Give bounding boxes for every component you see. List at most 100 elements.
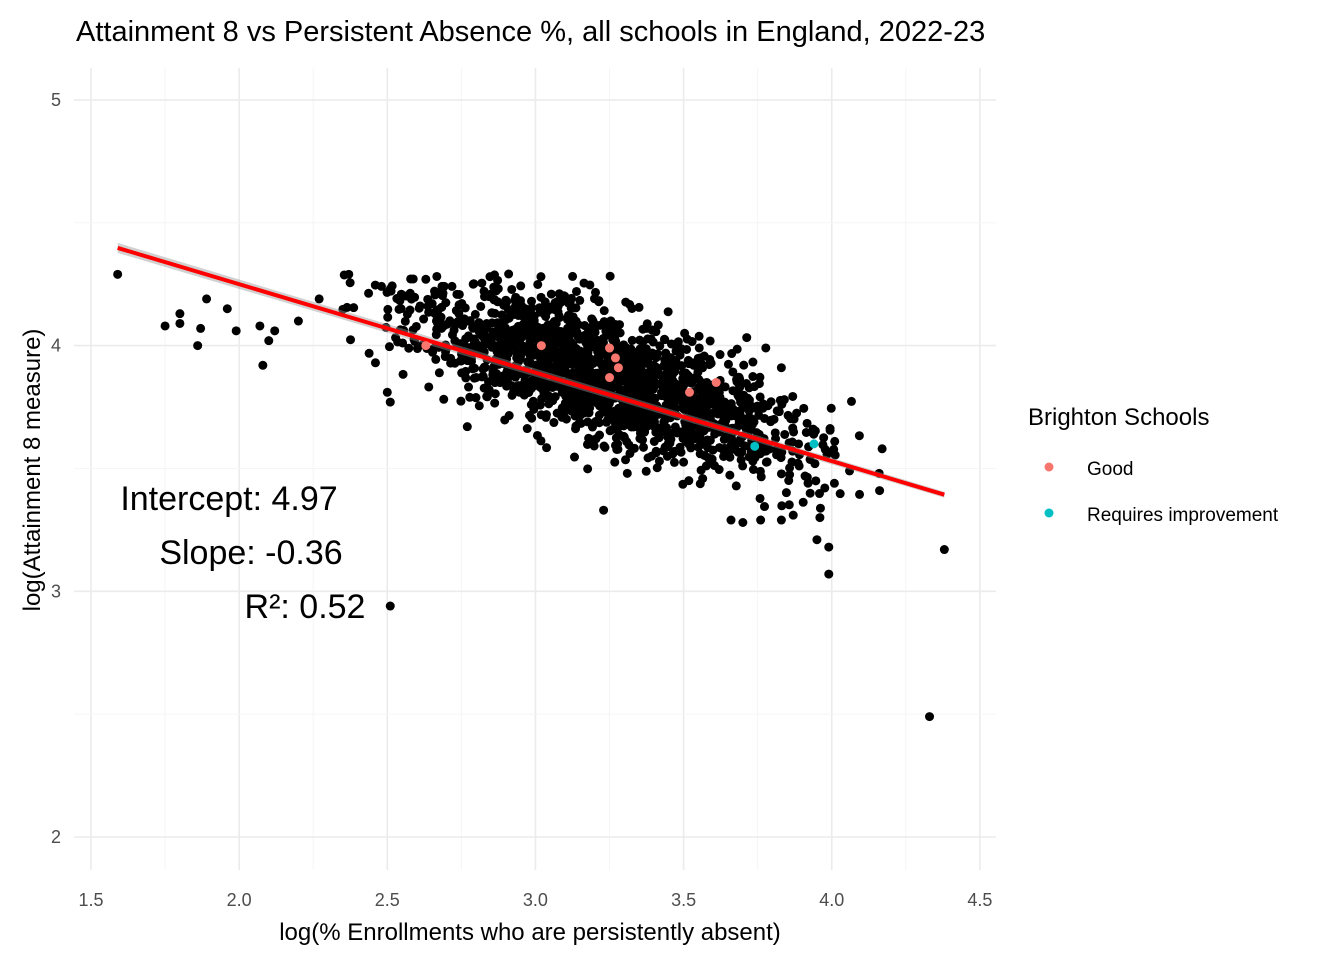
school-point: [566, 318, 576, 328]
requires-improvement-school-point: [809, 439, 819, 449]
school-point: [679, 457, 689, 467]
school-point: [686, 443, 696, 453]
school-point: [385, 601, 395, 611]
school-point: [734, 417, 744, 427]
school-point: [772, 406, 782, 416]
school-point: [460, 303, 470, 313]
school-point: [715, 350, 725, 360]
school-point: [587, 396, 597, 406]
school-point: [696, 422, 706, 432]
school-point: [575, 295, 585, 305]
school-point: [649, 371, 659, 381]
chart-title: Attainment 8 vs Persistent Absence %, al…: [76, 16, 985, 48]
school-point: [556, 297, 566, 307]
school-point: [439, 394, 449, 404]
school-point: [687, 378, 697, 388]
school-point: [744, 405, 754, 415]
y-tick-label: 3: [51, 581, 61, 601]
school-point: [447, 281, 457, 291]
school-point: [591, 337, 601, 347]
school-point: [687, 337, 697, 347]
school-point: [820, 483, 830, 493]
school-point: [705, 336, 715, 346]
good-school-point: [421, 341, 431, 351]
school-point: [504, 269, 514, 279]
school-point: [424, 307, 434, 317]
school-point: [535, 331, 545, 341]
school-point: [755, 372, 765, 382]
school-point: [746, 422, 756, 432]
school-point: [489, 362, 499, 372]
school-point: [364, 348, 374, 358]
school-point: [725, 470, 735, 480]
school-point: [552, 380, 562, 390]
school-point: [818, 440, 828, 450]
y-tick-label: 5: [51, 90, 61, 110]
school-point: [666, 434, 676, 444]
school-point: [471, 393, 481, 403]
school-point: [647, 451, 657, 461]
school-point: [583, 464, 593, 474]
school-point: [493, 275, 503, 285]
school-point: [431, 316, 441, 326]
school-point: [740, 441, 750, 451]
school-point: [574, 400, 584, 410]
school-point: [788, 510, 798, 520]
school-point: [651, 427, 661, 437]
school-point: [583, 417, 593, 427]
school-point: [113, 269, 123, 279]
school-point: [748, 372, 758, 382]
school-point: [721, 400, 731, 410]
school-point: [593, 417, 603, 427]
school-point: [755, 392, 765, 402]
regression-line: [117, 245, 945, 497]
school-point: [546, 289, 556, 299]
school-point: [485, 272, 495, 282]
school-point: [578, 388, 588, 398]
school-point: [680, 328, 690, 338]
school-point: [255, 321, 265, 331]
school-point: [788, 391, 798, 401]
school-point: [772, 450, 782, 460]
school-point: [698, 439, 708, 449]
school-point: [738, 518, 748, 528]
legend-key-good: [1044, 462, 1054, 472]
school-point: [293, 316, 303, 326]
school-point: [723, 359, 733, 369]
school-point: [787, 437, 797, 447]
school-point: [500, 415, 510, 425]
school-point: [568, 271, 578, 281]
school-point: [634, 302, 644, 312]
school-point: [412, 344, 422, 354]
school-point: [231, 326, 241, 336]
school-point: [438, 288, 448, 298]
school-point: [630, 403, 640, 413]
school-point: [560, 406, 570, 416]
school-point: [474, 401, 484, 411]
school-point: [663, 307, 673, 317]
school-point: [602, 417, 612, 427]
school-point: [463, 355, 473, 365]
school-point: [160, 321, 170, 331]
school-point: [623, 418, 633, 428]
school-point: [552, 408, 562, 418]
school-point: [450, 358, 460, 368]
school-point: [464, 382, 474, 392]
school-point: [612, 342, 622, 352]
school-point: [469, 373, 479, 383]
school-point: [702, 395, 712, 405]
school-point: [812, 535, 822, 545]
x-tick-label: 4.0: [819, 890, 844, 910]
school-point: [525, 337, 535, 347]
school-point: [545, 348, 555, 358]
school-point: [815, 503, 825, 513]
school-point: [264, 336, 274, 346]
school-point: [668, 375, 678, 385]
school-point: [627, 335, 637, 345]
school-point: [490, 308, 500, 318]
school-point: [739, 360, 749, 370]
school-point: [515, 296, 525, 306]
school-point: [480, 362, 490, 372]
school-point: [469, 334, 479, 344]
